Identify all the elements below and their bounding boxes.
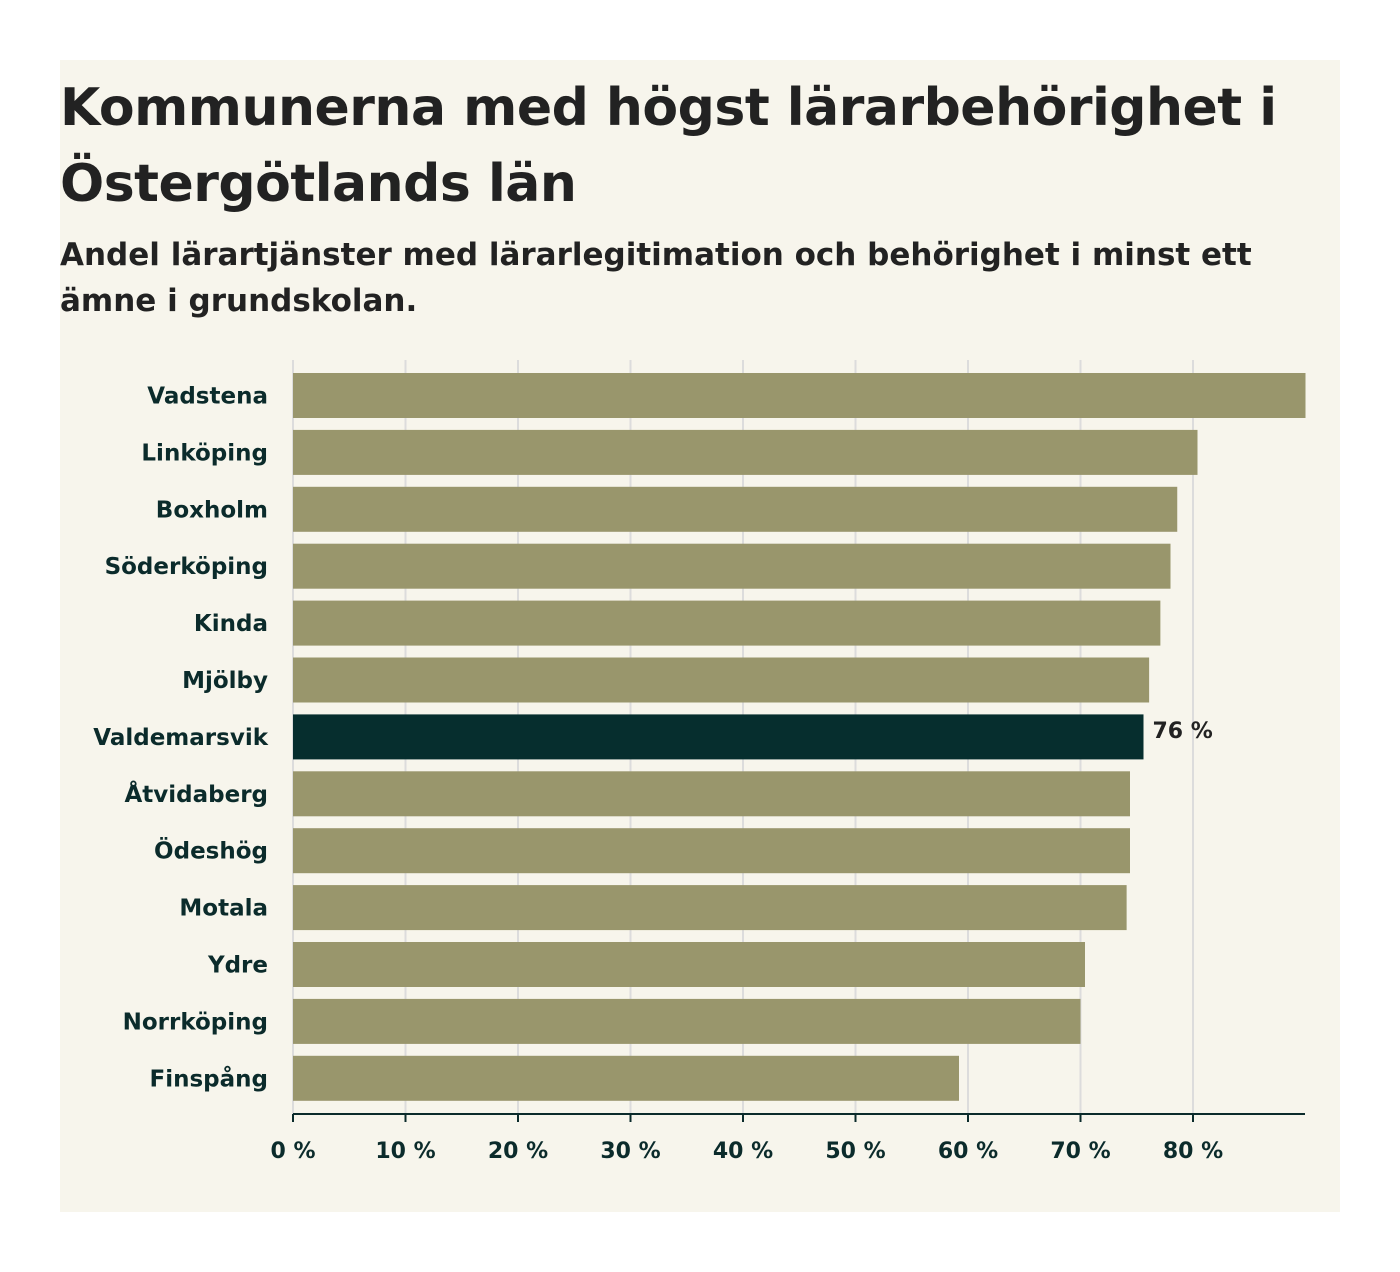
bar	[293, 600, 1161, 646]
category-label: Söderköping	[105, 554, 268, 580]
x-tick-label: 80 %	[1163, 1139, 1223, 1164]
bar	[293, 429, 1198, 475]
category-label: Ydre	[207, 953, 268, 979]
bar	[293, 486, 1178, 532]
x-tick-label: 50 %	[825, 1139, 885, 1164]
category-label: Finspång	[150, 1065, 268, 1092]
category-label: Åtvidaberg	[124, 780, 268, 808]
x-tick-label: 60 %	[938, 1139, 998, 1164]
x-tick-label: 40 %	[713, 1139, 773, 1164]
category-label: Valdemarsvik	[93, 725, 268, 751]
category-label: Linköping	[141, 440, 268, 466]
bar-highlight	[293, 714, 1144, 760]
x-tick-label: 0 %	[270, 1139, 315, 1164]
x-tick-label: 30 %	[600, 1139, 660, 1164]
bar	[293, 998, 1081, 1044]
category-label: Vadstena	[147, 384, 268, 410]
bar	[293, 942, 1085, 987]
bar	[293, 543, 1171, 589]
chart-card: Kommunerna med högst lärarbehörighet i Ö…	[60, 60, 1340, 1212]
category-label: Boxholm	[156, 497, 268, 523]
category-label: Motala	[179, 896, 268, 922]
bar-chart: 0 % 10 % 20 % 30 % 40 % 50 % 60 % 70 % 80 % Vadst…	[93, 360, 1306, 1164]
category-label: Ödeshög	[154, 837, 268, 865]
category-label: Norrköping	[123, 1009, 268, 1035]
category-label: Mjölby	[182, 668, 268, 694]
bar	[293, 771, 1130, 817]
chart-title: Kommunerna med högst lärarbehörighet i Ö…	[60, 78, 1277, 214]
data-label: 76 %	[1153, 719, 1213, 744]
x-tick-label: 70 %	[1050, 1139, 1110, 1164]
chart-subtitle: Andel lärartjänster med lärarlegitimatio…	[60, 237, 1252, 319]
bar	[293, 657, 1150, 703]
category-label: Kinda	[194, 611, 268, 637]
bar	[293, 885, 1127, 931]
bar	[293, 1055, 959, 1101]
bar	[293, 373, 1306, 418]
x-tick-label: 10 %	[375, 1139, 435, 1164]
bar	[293, 828, 1130, 874]
x-tick-label: 20 %	[488, 1139, 548, 1164]
